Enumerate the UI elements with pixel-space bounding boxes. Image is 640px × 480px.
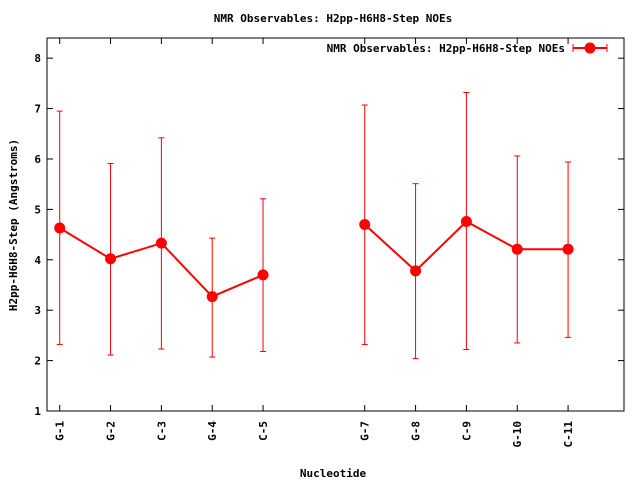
data-point <box>155 237 167 249</box>
x-tick-label: C-9 <box>460 421 473 441</box>
plot-area: 1 2 3 4 5 6 7 8 G-1 G-2 C-3 G-4 C-5 G-7 G-8 C-9 G-10 C-1… <box>34 37 625 448</box>
chart-title: NMR Observables: H2pp-H6H8-Step NOEs <box>214 12 452 25</box>
x-axis: G-1 G-2 C-3 G-4 C-5 G-7 G-8 C-9 G-10 C-11 <box>54 38 575 448</box>
y-tick-label: 3 <box>34 304 41 317</box>
data-point <box>105 253 117 265</box>
data-point <box>54 222 66 234</box>
legend-swatch-marker <box>584 42 596 54</box>
series-lines <box>59 220 569 298</box>
error-bars <box>56 91 572 360</box>
data-point <box>359 219 371 230</box>
data-point <box>511 243 523 255</box>
y-tick-label: 6 <box>34 153 41 166</box>
y-tick-label: 1 <box>34 405 41 418</box>
x-tick-label: G-7 <box>359 421 372 441</box>
data-point <box>257 269 269 281</box>
data-point <box>206 291 218 303</box>
x-tick-label: G-4 <box>206 421 219 441</box>
x-tick-label: G-8 <box>410 421 423 441</box>
legend: NMR Observables: H2pp-H6H8-Step NOEs <box>327 42 608 55</box>
data-point <box>460 215 472 227</box>
x-tick-label: G-1 <box>54 421 67 441</box>
y-tick-label: 5 <box>34 203 41 216</box>
data-point <box>410 265 422 277</box>
legend-label: NMR Observables: H2pp-H6H8-Step NOEs <box>327 42 565 55</box>
x-tick-label: C-11 <box>562 421 575 448</box>
data-points <box>54 215 574 303</box>
x-tick-label: G-10 <box>511 421 524 448</box>
x-tick-label: C-3 <box>155 421 168 441</box>
y-tick-label: 4 <box>34 254 41 267</box>
y-axis-label: H2pp-H6H8-Step (Angstroms) <box>7 139 20 311</box>
y-tick-label: 2 <box>34 355 41 368</box>
x-axis-label: Nucleotide <box>300 467 367 480</box>
y-tick-label: 7 <box>34 103 41 116</box>
x-tick-label: C-5 <box>257 421 270 441</box>
plot-frame <box>46 37 625 412</box>
y-tick-label: 8 <box>34 52 41 65</box>
y-axis: 1 2 3 4 5 6 7 8 <box>34 52 624 418</box>
data-point <box>562 243 574 255</box>
x-tick-label: G-2 <box>105 421 118 441</box>
